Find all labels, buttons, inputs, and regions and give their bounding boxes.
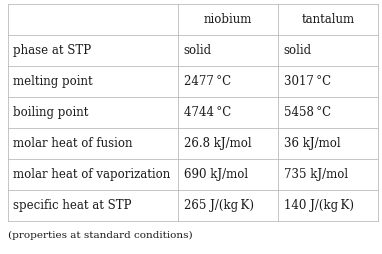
Text: 140 J/(kg K): 140 J/(kg K)	[284, 199, 354, 212]
Text: 3017 °C: 3017 °C	[284, 75, 331, 88]
Text: 4744 °C: 4744 °C	[184, 106, 231, 119]
Text: 265 J/(kg K): 265 J/(kg K)	[184, 199, 254, 212]
Text: 690 kJ/mol: 690 kJ/mol	[184, 168, 248, 181]
Text: niobium: niobium	[204, 13, 252, 26]
Text: molar heat of vaporization: molar heat of vaporization	[13, 168, 171, 181]
Text: solid: solid	[184, 44, 212, 57]
Text: 36 kJ/mol: 36 kJ/mol	[284, 137, 340, 150]
Text: 2477 °C: 2477 °C	[184, 75, 231, 88]
Text: melting point: melting point	[13, 75, 93, 88]
Text: boiling point: boiling point	[13, 106, 89, 119]
Text: solid: solid	[284, 44, 312, 57]
Text: specific heat at STP: specific heat at STP	[13, 199, 132, 212]
Text: 26.8 kJ/mol: 26.8 kJ/mol	[184, 137, 251, 150]
Text: 735 kJ/mol: 735 kJ/mol	[284, 168, 348, 181]
Text: molar heat of fusion: molar heat of fusion	[13, 137, 133, 150]
Text: tantalum: tantalum	[302, 13, 355, 26]
Text: 5458 °C: 5458 °C	[284, 106, 331, 119]
Text: (properties at standard conditions): (properties at standard conditions)	[8, 231, 192, 240]
Text: phase at STP: phase at STP	[13, 44, 92, 57]
